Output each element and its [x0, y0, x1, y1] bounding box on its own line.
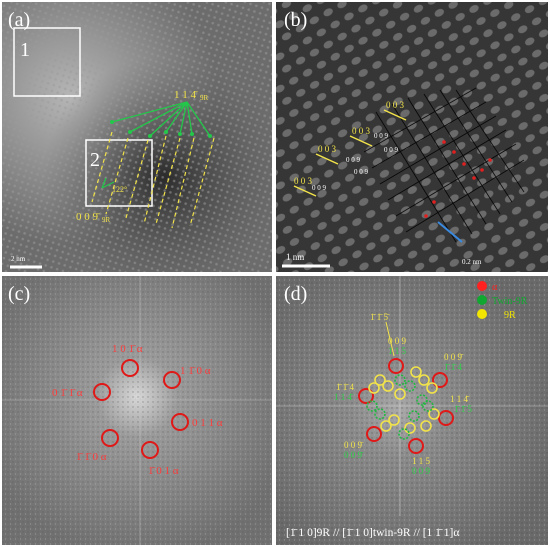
- small-label-1: 0 0 9: [374, 132, 389, 140]
- plane-subscript: 9R: [102, 216, 111, 224]
- yellow-plane-lines: [293, 109, 407, 197]
- green-label-5: 0 0 9̄: [344, 450, 364, 460]
- plane-label-3: 0 0 3: [318, 144, 337, 154]
- panel-d-fft-indexed: α Twin-9R 9R: [276, 276, 548, 545]
- spot-circle-4: [171, 413, 189, 431]
- green-label-1: 1 1 5: [388, 346, 407, 356]
- direction-subscript: 9R: [200, 94, 209, 102]
- spot-label-1: 1 0 1̄ α: [112, 343, 143, 355]
- spot-circle-3: [93, 383, 111, 401]
- panel-label-b: (b): [284, 9, 307, 31]
- alpha-spot-circles: [358, 358, 454, 454]
- yellow-label-3: 0 0 9̄: [444, 352, 464, 362]
- legend-label-twin: Twin-9R: [492, 296, 528, 307]
- yellow-label-5: 1 1 4̄: [450, 394, 470, 404]
- spot-label-3: 0 1̄ 1̄ α: [52, 387, 83, 399]
- box-1: [13, 27, 81, 97]
- green-label-6: 0 0 9: [412, 466, 431, 476]
- alpha-spot-circles: [93, 359, 189, 459]
- legend-marker-9r: [477, 309, 487, 319]
- spot-label-2: 1 1̄ 0 α: [180, 365, 211, 377]
- yellow-label-4: 1̄ 1̄ 4: [336, 382, 355, 392]
- legend: α Twin-9R 9R: [477, 281, 528, 321]
- yellow-label-2: 0 0 9: [388, 336, 407, 346]
- spot-circle-2: [163, 371, 181, 389]
- lattice-grid: [363, 87, 525, 243]
- yellow-label-1: 1̄ 1̄ 5̄: [370, 312, 390, 322]
- legend-label-9r: 9R: [504, 310, 516, 321]
- zone-axis-caption: [1̄ 1 0]9R // [1̄ 1 0]twin-9R // [1 1̄ 1…: [286, 527, 459, 539]
- spot-circle-6: [141, 441, 159, 459]
- small-label-4: 0 0 9: [312, 184, 327, 192]
- panel-c-fft-pattern: 1 0 1̄ α 1 1̄ 0 α 0 1̄ 1̄ α 0 1 1 α 1̄ 1…: [2, 276, 272, 545]
- measure-line: [437, 221, 463, 243]
- legend-marker-alpha: [477, 281, 487, 291]
- panel-a-hrtem-image: 1 2 1 1 4̄ 9R: [2, 2, 272, 272]
- panel-label-a: (a): [8, 9, 30, 31]
- plane-label-2: 0 0 3: [352, 126, 371, 136]
- green-arrows: [111, 101, 211, 137]
- box-1-label: 1: [20, 39, 30, 61]
- yellow-label-6: 0 0 9̄: [344, 440, 364, 450]
- green-label-3: 1 1 4̄: [334, 392, 354, 402]
- red-atom-markers: [424, 140, 492, 218]
- box-2: [85, 139, 153, 207]
- angle-label: 122°: [112, 185, 127, 194]
- panel-label-d: (d): [284, 283, 307, 305]
- spot-label-5: 1̄ 1̄ 0 α: [76, 451, 107, 463]
- scale-bar-label: 1 nm: [286, 252, 304, 262]
- green-label-2: 1̄ 1̄ 4: [444, 362, 463, 372]
- green-label-4: 1̄ 1̄ 5: [454, 404, 473, 414]
- measure-label: 0.2 nm: [462, 258, 482, 266]
- panel-label-c: (c): [8, 283, 30, 305]
- spot-label-4: 0 1 1 α: [192, 417, 223, 429]
- spot-circle-5: [101, 429, 119, 447]
- plane-label-1: 0 0 3: [386, 100, 405, 110]
- small-label-2: 0 0 9: [346, 156, 361, 164]
- legend-marker-twin: [477, 295, 487, 305]
- twin-plane-lines: [91, 131, 215, 229]
- legend-label-alpha: α: [492, 282, 498, 293]
- spot-circle-1: [121, 359, 139, 377]
- plane-label: 0 0 9̄: [76, 211, 100, 223]
- box-2-label: 2: [90, 149, 100, 171]
- twin-spot-circles: [366, 374, 434, 440]
- spot-label-6: 1̄ 0 1 α: [148, 465, 179, 477]
- plane-label-4: 0 0 3: [294, 176, 313, 186]
- panel-b-hrtem-zoom: 0.2 nm 0 0 3 0 0 3 0 0 3 0 0 3 0 0 9 0 0…: [276, 2, 548, 272]
- scale-bar-label: 2 nm: [11, 255, 26, 263]
- yellow-label-7: 1 1 5: [412, 456, 431, 466]
- 9r-spot-circles: [368, 366, 440, 434]
- small-label-3: 0 0 9: [354, 168, 369, 176]
- small-label-5: 0 0 9: [384, 146, 399, 154]
- direction-label: 1 1 4̄: [174, 89, 198, 101]
